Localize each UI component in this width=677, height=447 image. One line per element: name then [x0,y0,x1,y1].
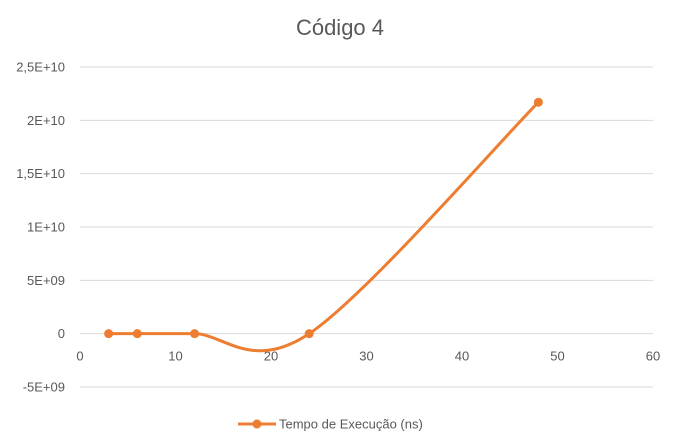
x-tick-label: 10 [168,349,182,364]
x-tick-label: 40 [455,349,469,364]
data-point-marker [533,97,543,107]
y-tick-label: 0 [58,326,65,341]
y-tick-label: 1E+10 [27,220,65,235]
chart-title: Código 4 [296,15,384,40]
legend-entry-label: Tempo de Execução (ns) [279,417,423,432]
series-layer [104,97,543,353]
y-tick-label: 5E+09 [27,273,65,288]
x-tick-label: 50 [550,349,564,364]
x-tick-label: 20 [264,349,278,364]
legend: Tempo de Execução (ns) [238,417,423,432]
data-point-marker [132,329,142,339]
gridlines [80,66,653,388]
data-point-marker [304,329,314,339]
y-tick-label: 1,5E+10 [16,166,65,181]
x-tick-label: 30 [359,349,373,364]
x-axis-tick-labels: 0 10 20 30 40 50 60 [76,349,660,364]
data-point-marker [104,329,114,339]
y-tick-label: -5E+09 [23,380,65,395]
y-axis-tick-labels: -5E+09 0 5E+09 1E+10 1,5E+10 2E+10 2,5E+10 [16,60,65,395]
data-point-marker [190,329,200,339]
y-tick-label: 2E+10 [27,113,65,128]
x-tick-label: 0 [76,349,83,364]
y-tick-label: 2,5E+10 [16,60,65,75]
legend-swatch-marker [252,419,262,429]
x-tick-label: 60 [646,349,660,364]
